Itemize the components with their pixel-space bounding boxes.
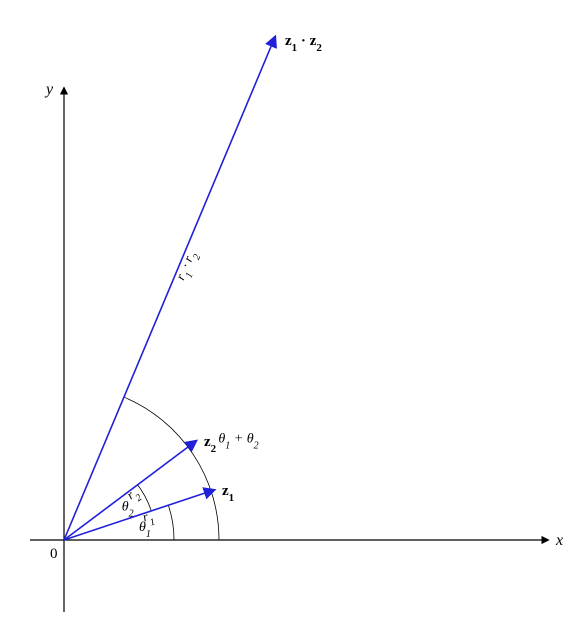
r-product-label: r1 · r2 [172, 249, 202, 284]
complex-multiplication-diagram: x y 0 z1 z2 z1 · z2 r1 r2 r1 · [0, 0, 578, 631]
z1-label: z1 [222, 483, 234, 504]
theta-sum-label: θ1 + θ2 [218, 432, 258, 452]
magnitude-labels: r1 r2 r1 · r2 [124, 249, 203, 530]
theta-sum-arc [124, 397, 219, 540]
vectors [64, 37, 275, 540]
origin-label: 0 [50, 546, 58, 562]
angle-arcs [124, 397, 219, 540]
vector-product [64, 37, 275, 540]
product-label: z1 · z2 [285, 33, 322, 54]
angle-labels: θ1 θ2 θ1 + θ2 [122, 432, 259, 540]
axes: x y 0 [30, 81, 563, 612]
x-axis-label: x [555, 532, 563, 549]
z2-label: z2 [204, 434, 217, 455]
y-axis-label: y [44, 81, 54, 98]
theta1-arc [168, 505, 174, 540]
